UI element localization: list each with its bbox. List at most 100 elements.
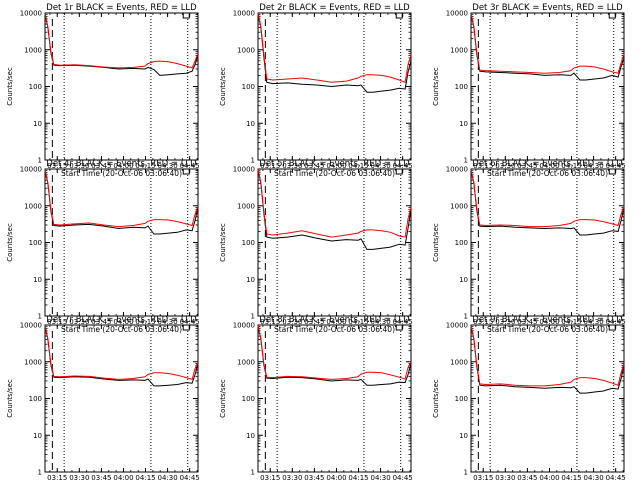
events-series-line — [257, 13, 412, 93]
chart-title: Det 9r BLACK = Events, RED = LLD — [472, 315, 623, 325]
x-tick-label: 04:15 — [561, 318, 581, 326]
lld-series-line — [257, 13, 412, 83]
y-tick-label: 100 — [455, 395, 468, 403]
saa-marker-box — [182, 12, 190, 19]
y-tick-label: 1 — [464, 313, 468, 321]
x-axis-label: Start Time (20-Oct-06 03:06:40) — [487, 169, 608, 178]
x-tick-label: 03:30 — [282, 162, 302, 170]
y-tick-label: 100 — [455, 83, 468, 91]
x-tick-label: 03:45 — [517, 318, 537, 326]
y-tick-label: 10000 — [446, 322, 468, 330]
saa-marker-box — [608, 324, 616, 331]
saa-marker-box — [608, 12, 616, 19]
x-tick-label: 04:00 — [326, 318, 346, 326]
x-tick-label: 04:15 — [348, 318, 368, 326]
x-tick-label: 04:30 — [158, 474, 178, 480]
x-tick-label: 04:00 — [539, 162, 559, 170]
events-series-line — [470, 325, 625, 394]
plot-frame — [470, 12, 625, 161]
x-tick-label: 04:00 — [539, 318, 559, 326]
x-tick-label: 04:00 — [113, 474, 133, 480]
y-tick-label: 100 — [29, 395, 42, 403]
y-axis-label: Counts/sec — [219, 379, 227, 418]
x-tick-label: 03:45 — [304, 474, 324, 480]
x-tick-label: 03:15 — [260, 162, 280, 170]
y-tick-label: 10000 — [20, 166, 42, 174]
x-tick-label: 04:15 — [561, 474, 581, 480]
y-axis-label: Counts/sec — [6, 67, 14, 106]
plot-frame — [44, 324, 199, 473]
x-tick-label: 03:15 — [47, 162, 67, 170]
chart-title: Det 7r BLACK = Events, RED = LLD — [46, 315, 197, 325]
chart-panel: Det 5r BLACK = Events, RED = LLD11010010… — [219, 159, 413, 334]
x-tick-label: 03:15 — [473, 162, 493, 170]
chart-title: Det 4r BLACK = Events, RED = LLD — [46, 159, 197, 169]
y-axis-label: Counts/sec — [219, 67, 227, 106]
x-tick-label: 03:45 — [91, 318, 111, 326]
x-tick-label: 04:30 — [371, 474, 391, 480]
y-tick-label: 10 — [246, 120, 255, 128]
chart-panel: Det 2r BLACK = Events, RED = LLD 1 10 100 10… — [219, 3, 413, 178]
y-axis-label: Counts/sec — [6, 223, 14, 262]
y-tick-label: 100 — [242, 395, 255, 403]
lld-series-line — [470, 325, 625, 387]
chart-panel: Det 3r BLACK = Events, RED = LLD 1 10 100 10… — [432, 3, 626, 178]
x-tick-label: 03:30 — [69, 318, 89, 326]
y-tick-label: 100 — [29, 83, 42, 91]
x-tick-label: 03:15 — [260, 318, 280, 326]
lld-series-line — [470, 13, 625, 74]
y-axis-label: Counts/sec — [219, 223, 227, 262]
y-tick-label: 1000 — [24, 202, 42, 210]
y-tick-label: 1000 — [24, 358, 42, 366]
x-tick-label: 04:45 — [180, 318, 200, 326]
y-tick-label: 1 — [38, 157, 42, 165]
x-tick-label: 04:15 — [135, 162, 155, 170]
x-axis-label: Start Time (20-Oct-06 03:06:40) — [61, 325, 182, 334]
y-tick-label: 10 — [33, 432, 42, 440]
x-tick-label: 04:30 — [584, 318, 604, 326]
y-tick-label: 10 — [459, 120, 468, 128]
y-axis-label: Counts/sec — [432, 379, 440, 418]
x-tick-label: 04:15 — [348, 474, 368, 480]
y-tick-label: 1 — [251, 157, 255, 165]
plot-frame — [44, 168, 199, 317]
y-tick-label: 1 — [464, 157, 468, 165]
saa-marker-box — [182, 168, 190, 175]
x-tick-label: 04:45 — [606, 318, 626, 326]
chart-title: Det 5r BLACK = Events, RED = LLD — [259, 159, 410, 169]
x-tick-label: 04:00 — [113, 162, 133, 170]
x-tick-label: 04:00 — [113, 318, 133, 326]
plot-frame — [44, 12, 199, 161]
x-tick-label: 04:45 — [393, 474, 413, 480]
lld-series-line — [44, 169, 199, 228]
x-tick-label: 03:30 — [495, 474, 515, 480]
y-tick-label: 10 — [246, 276, 255, 284]
x-tick-label: 03:45 — [304, 318, 324, 326]
x-tick-label: 03:45 — [91, 474, 111, 480]
x-tick-label: 03:30 — [282, 318, 302, 326]
events-series-line — [470, 169, 625, 236]
x-tick-label: 04:30 — [158, 162, 178, 170]
plot-frame — [257, 168, 412, 317]
chart-panel: Det 6r BLACK = Events, RED = LLD11010010… — [432, 159, 626, 334]
chart-panel: Det 9r BLACK = Events, RED = LLD11010010… — [432, 315, 626, 480]
x-tick-label: 04:30 — [371, 162, 391, 170]
y-tick-label: 1000 — [237, 46, 255, 54]
lld-series-line — [44, 325, 199, 381]
x-tick-label: 03:15 — [47, 318, 67, 326]
chart-panel: Det 1r BLACK = Events, RED = LLD 1 10 100 10… — [6, 3, 200, 178]
x-tick-label: 03:45 — [517, 474, 537, 480]
y-tick-label: 1 — [38, 313, 42, 321]
x-tick-label: 04:15 — [561, 162, 581, 170]
plot-frame — [257, 324, 412, 473]
y-tick-label: 1 — [38, 469, 42, 477]
x-tick-label: 04:00 — [539, 474, 559, 480]
plot-frame — [470, 168, 625, 317]
y-tick-label: 100 — [242, 239, 255, 247]
y-axis-label: Counts/sec — [6, 379, 14, 418]
saa-marker-box — [395, 12, 403, 19]
x-tick-label: 04:30 — [158, 318, 178, 326]
chart-panel: Det 4r BLACK = Events, RED = LLD11010010… — [6, 159, 200, 334]
events-series-line — [44, 169, 199, 235]
plot-frame — [470, 324, 625, 473]
